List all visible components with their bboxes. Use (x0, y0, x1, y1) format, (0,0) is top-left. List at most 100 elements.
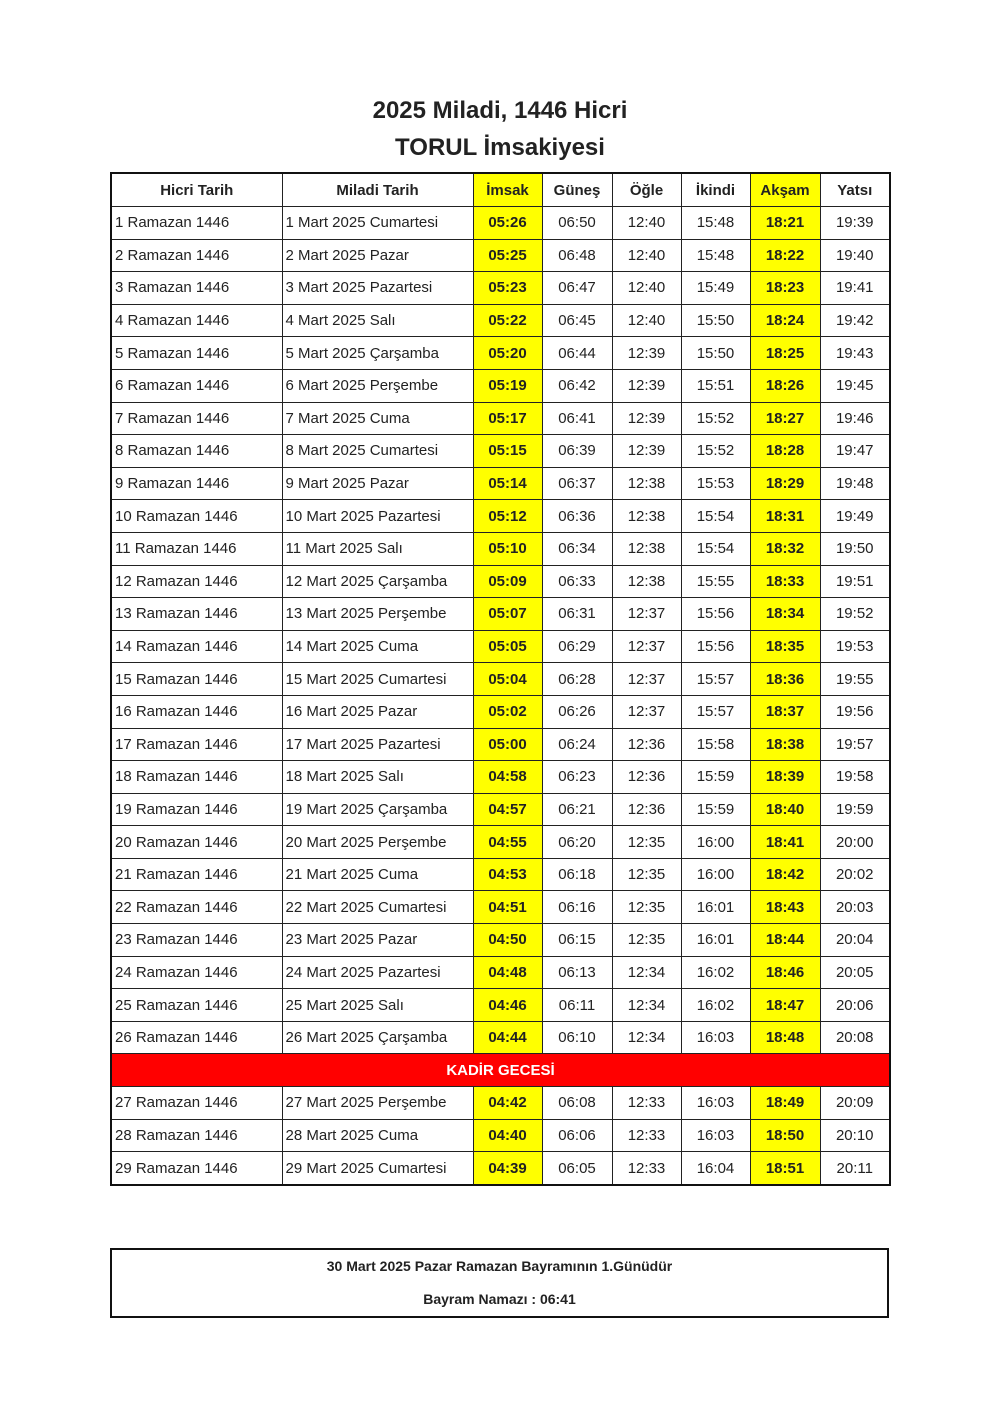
cell-gunes: 06:42 (541, 368, 613, 403)
cell-ikindi: 15:54 (680, 499, 751, 533)
cell-miladi-tarih: 17 Mart 2025 Pazartesi (281, 727, 474, 762)
col-ikindi: İkindi (680, 172, 751, 207)
cell-yatsi: 20:02 (819, 857, 891, 892)
cell-aksam: 18:23 (749, 271, 821, 305)
cell-imsak: 05:22 (472, 303, 543, 338)
table-row: 17 Ramazan 1446 17 Mart 2025 Pazartesi 05:… (110, 727, 891, 762)
cell-gunes: 06:23 (541, 760, 613, 794)
cell-imsak: 05:00 (472, 727, 543, 762)
cell-miladi-tarih: 2 Mart 2025 Pazar (281, 238, 474, 273)
table-row: 24 Ramazan 1446 24 Mart 2025 Pazartesi 04:… (110, 955, 891, 990)
table-row: 1 Ramazan 1446 1 Mart 2025 Cumartesi 05:26… (110, 206, 891, 240)
cell-gunes: 06:37 (541, 466, 613, 501)
cell-gunes: 06:13 (541, 955, 613, 990)
table-row: 20 Ramazan 1446 20 Mart 2025 Perşembe 04:5… (110, 825, 891, 859)
header-row: Hicri Tarih Miladi Tarih İmsak Güneş Öğl… (110, 172, 891, 207)
cell-imsak: 04:58 (472, 760, 543, 794)
cell-ikindi: 15:57 (680, 694, 751, 729)
cell-yatsi: 19:56 (819, 694, 891, 729)
cell-ogle: 12:39 (611, 368, 682, 403)
cell-hicri-tarih: 15 Ramazan 1446 (110, 662, 283, 696)
cell-ogle: 12:37 (611, 629, 682, 664)
cell-imsak: 04:39 (472, 1151, 543, 1186)
cell-ogle: 12:35 (611, 825, 682, 859)
cell-ogle: 12:38 (611, 564, 682, 599)
cell-miladi-tarih: 8 Mart 2025 Cumartesi (281, 434, 474, 468)
cell-ikindi: 16:02 (680, 955, 751, 990)
cell-hicri-tarih: 18 Ramazan 1446 (110, 760, 283, 794)
cell-ogle: 12:34 (611, 1020, 682, 1055)
cell-gunes: 06:05 (541, 1151, 613, 1186)
cell-aksam: 18:44 (749, 923, 821, 957)
cell-miladi-tarih: 3 Mart 2025 Pazartesi (281, 271, 474, 305)
bayram-namazi-text: Bayram Namazı : 06:41 (423, 1291, 576, 1307)
cell-imsak: 04:44 (472, 1020, 543, 1055)
table-row: 27 Ramazan 1446 27 Mart 2025 Perşembe 04:4… (110, 1086, 891, 1120)
cell-yatsi: 20:06 (819, 988, 891, 1022)
cell-imsak: 04:51 (472, 890, 543, 925)
cell-ogle: 12:40 (611, 238, 682, 273)
cell-hicri-tarih: 5 Ramazan 1446 (110, 336, 283, 370)
cell-yatsi: 19:43 (819, 336, 891, 370)
cell-imsak: 05:17 (472, 401, 543, 436)
cell-aksam: 18:28 (749, 434, 821, 468)
cell-yatsi: 19:40 (819, 238, 891, 273)
title-line-2: TORUL İmsakiyesi (395, 134, 605, 161)
cell-yatsi: 20:10 (819, 1118, 891, 1153)
cell-hicri-tarih: 23 Ramazan 1446 (110, 923, 283, 957)
cell-yatsi: 19:51 (819, 564, 891, 599)
cell-aksam: 18:40 (749, 792, 821, 827)
cell-yatsi: 19:46 (819, 401, 891, 436)
cell-miladi-tarih: 28 Mart 2025 Cuma (281, 1118, 474, 1153)
table-row: 21 Ramazan 1446 21 Mart 2025 Cuma 04:53 06:… (110, 857, 891, 892)
cell-imsak: 04:48 (472, 955, 543, 990)
title-line-1: 2025 Miladi, 1446 Hicri (372, 97, 628, 124)
cell-imsak: 05:02 (472, 694, 543, 729)
cell-ogle: 12:35 (611, 857, 682, 892)
cell-ikindi: 15:52 (680, 401, 751, 436)
cell-imsak: 05:26 (472, 206, 543, 240)
cell-ogle: 12:37 (611, 662, 682, 696)
cell-imsak: 05:20 (472, 336, 543, 370)
cell-imsak: 05:14 (472, 466, 543, 501)
table-row: 26 Ramazan 1446 26 Mart 2025 Çarşamba 04:4… (110, 1020, 891, 1055)
cell-aksam: 18:27 (749, 401, 821, 436)
cell-miladi-tarih: 4 Mart 2025 Salı (281, 303, 474, 338)
cell-miladi-tarih: 21 Mart 2025 Cuma (281, 857, 474, 892)
cell-imsak: 05:12 (472, 499, 543, 533)
cell-ikindi: 15:56 (680, 629, 751, 664)
cell-miladi-tarih: 23 Mart 2025 Pazar (281, 923, 474, 957)
cell-hicri-tarih: 4 Ramazan 1446 (110, 303, 283, 338)
cell-yatsi: 20:00 (819, 825, 891, 859)
cell-ogle: 12:34 (611, 988, 682, 1022)
cell-miladi-tarih: 29 Mart 2025 Cumartesi (281, 1151, 474, 1186)
cell-yatsi: 19:57 (819, 727, 891, 762)
cell-hicri-tarih: 2 Ramazan 1446 (110, 238, 283, 273)
cell-ikindi: 16:04 (680, 1151, 751, 1186)
cell-ikindi: 15:56 (680, 597, 751, 631)
cell-miladi-tarih: 5 Mart 2025 Çarşamba (281, 336, 474, 370)
cell-yatsi: 19:39 (819, 206, 891, 240)
table-row: 5 Ramazan 1446 5 Mart 2025 Çarşamba 05:20 0… (110, 336, 891, 370)
cell-aksam: 18:46 (749, 955, 821, 990)
cell-hicri-tarih: 11 Ramazan 1446 (110, 531, 283, 566)
cell-ogle: 12:37 (611, 694, 682, 729)
cell-imsak: 05:10 (472, 531, 543, 566)
cell-imsak: 04:57 (472, 792, 543, 827)
cell-gunes: 06:28 (541, 662, 613, 696)
cell-ikindi: 15:48 (680, 238, 751, 273)
cell-yatsi: 20:08 (819, 1020, 891, 1055)
cell-gunes: 06:44 (541, 336, 613, 370)
cell-hicri-tarih: 29 Ramazan 1446 (110, 1151, 283, 1186)
cell-hicri-tarih: 28 Ramazan 1446 (110, 1118, 283, 1153)
cell-gunes: 06:10 (541, 1020, 613, 1055)
bayram-info-box: 30 Mart 2025 Pazar Ramazan Bayramının 1.… (110, 1248, 889, 1318)
cell-ogle: 12:35 (611, 923, 682, 957)
cell-ikindi: 16:00 (680, 857, 751, 892)
cell-yatsi: 19:53 (819, 629, 891, 664)
cell-ikindi: 15:50 (680, 303, 751, 338)
cell-miladi-tarih: 11 Mart 2025 Salı (281, 531, 474, 566)
cell-ikindi: 15:50 (680, 336, 751, 370)
table-row: 16 Ramazan 1446 16 Mart 2025 Pazar 05:02 06… (110, 694, 891, 729)
cell-yatsi: 19:52 (819, 597, 891, 631)
